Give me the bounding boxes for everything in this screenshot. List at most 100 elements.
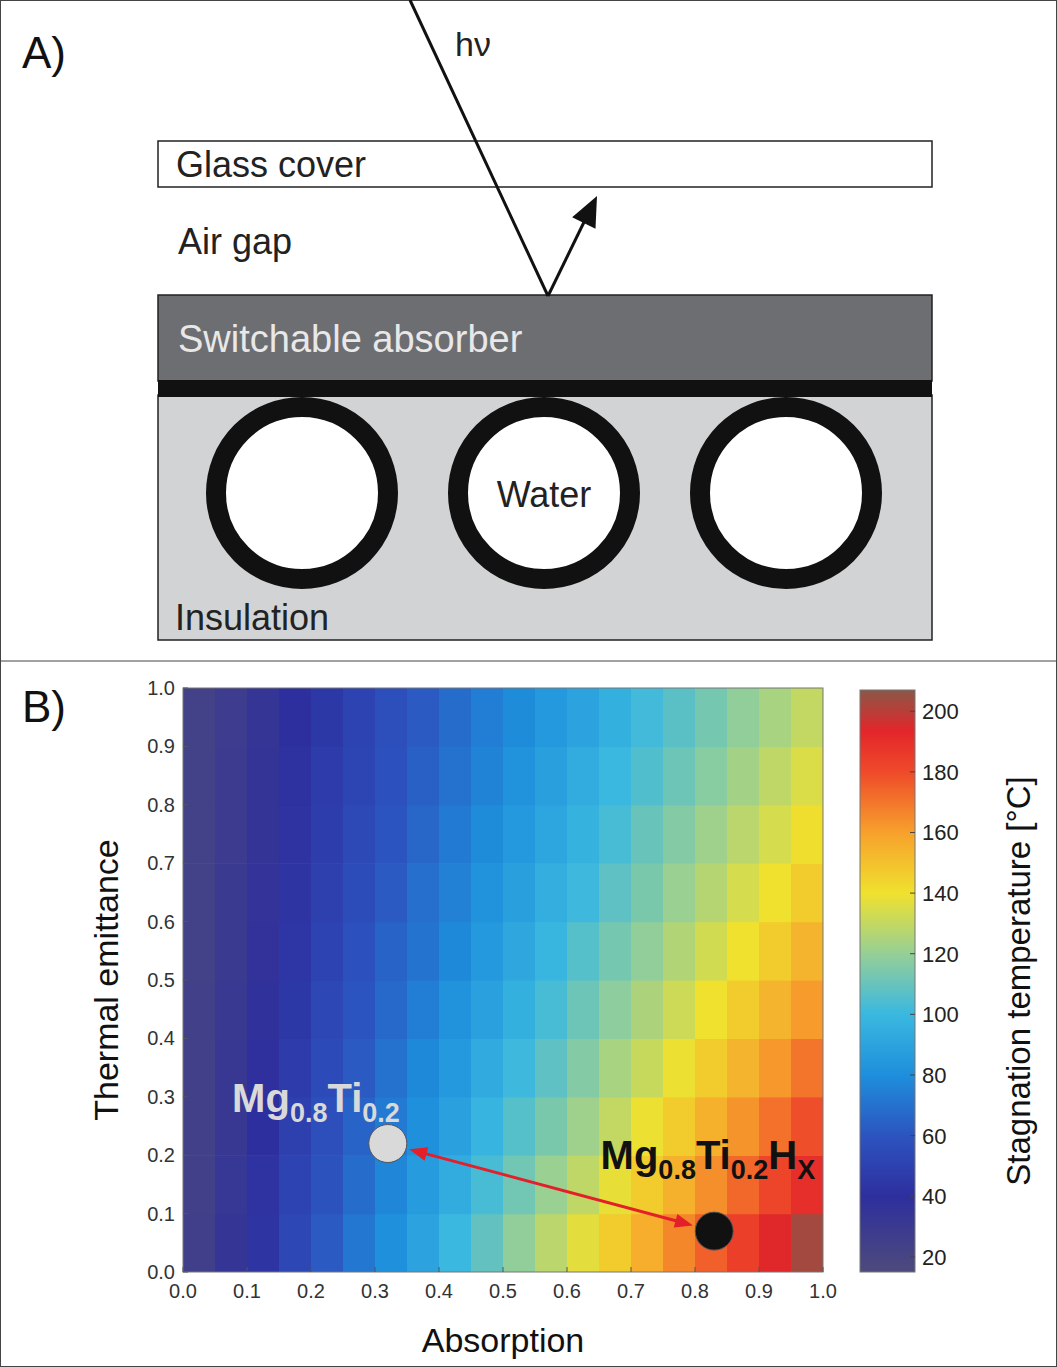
x-tick-label: 0.8	[681, 1280, 709, 1302]
heat-cell	[407, 863, 440, 922]
heat-cell	[311, 922, 344, 981]
y-tick-label: 0.0	[147, 1261, 175, 1283]
heat-cell	[279, 746, 312, 805]
heat-cell	[247, 1214, 280, 1272]
heat-cell	[663, 1038, 696, 1097]
heat-cell	[311, 863, 344, 922]
heat-cell	[247, 922, 280, 981]
heat-cell	[535, 805, 568, 864]
x-tick-label: 0.1	[233, 1280, 261, 1302]
reflected-light	[548, 218, 586, 296]
heat-cell	[215, 688, 248, 747]
y-tick-label: 0.9	[147, 735, 175, 757]
heat-cell	[471, 980, 504, 1039]
heat-cell	[759, 688, 792, 747]
heat-cell	[759, 922, 792, 981]
heat-cell	[279, 922, 312, 981]
y-tick	[183, 1155, 188, 1156]
material-point	[369, 1125, 407, 1163]
y-tick	[183, 980, 188, 981]
heat-cell	[503, 688, 536, 747]
heat-cell	[727, 1038, 760, 1097]
heat-cell	[439, 1214, 472, 1272]
heat-cell	[343, 688, 376, 747]
colorbar-tick	[910, 711, 915, 712]
heat-cell	[599, 1214, 632, 1272]
heat-cell	[375, 922, 408, 981]
x-tick	[567, 1267, 568, 1272]
heat-cell	[535, 1214, 568, 1272]
heat-cell	[439, 746, 472, 805]
y-axis-title: Thermal emittance	[87, 839, 125, 1121]
water-pipe	[458, 407, 630, 579]
heat-cell	[695, 922, 728, 981]
heat-cell	[791, 1038, 823, 1097]
heat-cell	[343, 863, 376, 922]
heat-cell	[503, 980, 536, 1039]
x-tick	[823, 1267, 824, 1272]
material-label-part: 0.8	[290, 1098, 328, 1128]
heat-cell	[471, 1038, 504, 1097]
heat-cell	[407, 746, 440, 805]
colorbar-tick	[910, 893, 915, 894]
x-tick	[311, 1267, 312, 1272]
colorbar-tick-label: 140	[922, 881, 959, 906]
heat-cell	[471, 922, 504, 981]
colorbar-tick	[910, 1074, 915, 1075]
heat-cell	[471, 1155, 504, 1214]
heat-cell	[567, 688, 600, 747]
x-tick-label: 1.0	[809, 1280, 837, 1302]
heat-cell	[535, 1097, 568, 1156]
heat-cell	[567, 922, 600, 981]
heat-cell	[343, 1155, 376, 1214]
heat-cell	[535, 1038, 568, 1097]
colorbar	[860, 690, 915, 1272]
material-point	[695, 1212, 733, 1250]
heat-cell	[311, 1214, 344, 1272]
glass-cover	[158, 141, 932, 187]
heat-cell	[375, 980, 408, 1039]
heat-cell	[343, 805, 376, 864]
material-label-part: Ti	[696, 1133, 731, 1177]
heat-cell	[407, 688, 440, 747]
heat-cell	[599, 922, 632, 981]
heat-cell	[727, 805, 760, 864]
heat-cell	[695, 980, 728, 1039]
heat-cell	[215, 746, 248, 805]
panel-b: B)0.00.10.20.30.40.50.60.70.80.91.00.00.…	[22, 677, 1037, 1359]
heat-cell	[183, 1155, 216, 1214]
heat-cell	[375, 746, 408, 805]
colorbar-title: Stagnation temperature [°C]	[1000, 776, 1037, 1185]
heatmap-cells	[183, 688, 823, 1272]
x-tick	[631, 1267, 632, 1272]
heat-cell	[727, 863, 760, 922]
y-tick-label: 0.6	[147, 911, 175, 933]
heat-cell	[375, 863, 408, 922]
heat-cell	[407, 1038, 440, 1097]
heat-cell	[535, 746, 568, 805]
heat-cell	[727, 922, 760, 981]
heat-cell	[503, 863, 536, 922]
material-label-part: H	[768, 1133, 797, 1177]
air-gap-label: Air gap	[178, 221, 292, 262]
heat-cell	[567, 805, 600, 864]
y-tick-label: 0.2	[147, 1144, 175, 1166]
colorbar-tick	[910, 832, 915, 833]
heat-cell	[503, 805, 536, 864]
heat-cell	[471, 1097, 504, 1156]
y-tick	[183, 1038, 188, 1039]
heat-cell	[791, 805, 823, 864]
heat-cell	[663, 980, 696, 1039]
heat-cell	[183, 922, 216, 981]
heat-cell	[247, 746, 280, 805]
heat-cell	[599, 1038, 632, 1097]
insulation-label: Insulation	[175, 597, 329, 638]
heat-cell	[631, 1214, 664, 1272]
colorbar-tick-label: 20	[922, 1245, 946, 1270]
heat-cell	[247, 688, 280, 747]
heat-cell	[695, 688, 728, 747]
heat-cell	[215, 980, 248, 1039]
x-tick	[183, 1267, 184, 1272]
heat-cell	[439, 805, 472, 864]
heat-cell	[631, 688, 664, 747]
